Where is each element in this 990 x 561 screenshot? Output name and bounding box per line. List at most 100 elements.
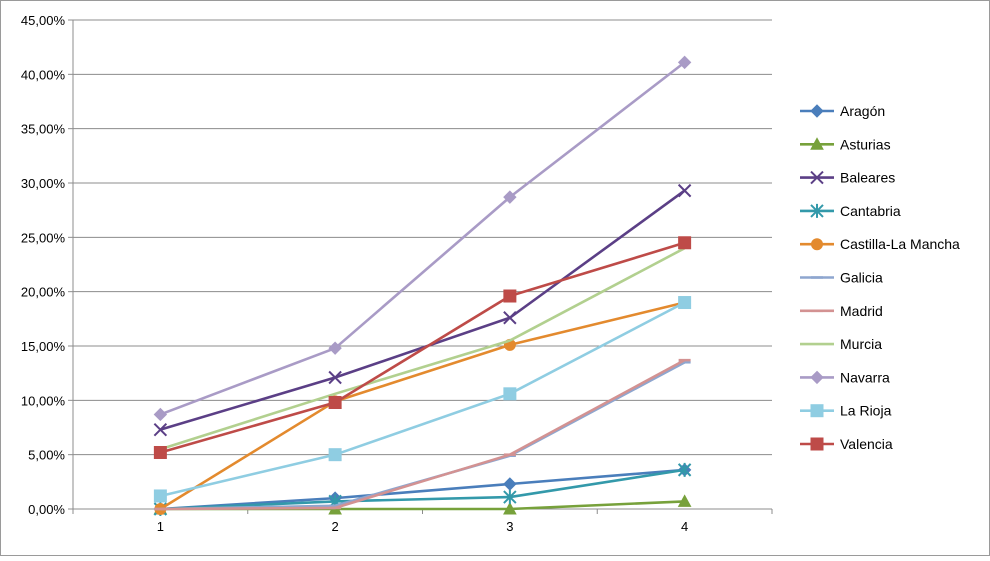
marker-shape [328, 396, 342, 410]
series-line-la-rioja [160, 301, 686, 498]
marker-shape [503, 490, 517, 505]
legend-item-baleares: Baleares [800, 170, 895, 186]
legend-marker [810, 437, 824, 451]
legend-marker [810, 104, 824, 118]
legend-label: Castilla-La Mancha [840, 236, 960, 252]
y-tick-label: 40,00% [21, 67, 66, 82]
marker-shape [677, 55, 692, 70]
legend-marker [811, 238, 823, 251]
gridlines [73, 19, 772, 456]
legend-item-castilla-la-mancha: Castilla-La Mancha [800, 236, 960, 252]
series-valencia [153, 236, 692, 459]
legend-label: La Rioja [840, 403, 892, 419]
legend-item-asturias: Asturias [800, 136, 891, 152]
series-line-valencia [160, 241, 686, 454]
data-point-navarra [153, 407, 168, 422]
legend-label: Aragón [840, 103, 885, 119]
data-point-valencia [503, 289, 517, 303]
legend-item-navarra: Navarra [800, 369, 890, 385]
x-tick-label: 3 [506, 519, 513, 534]
series-line-cantabria [160, 468, 685, 511]
marker-shape [678, 296, 692, 310]
series-line-navarra [159, 61, 686, 416]
series-line-castilla-la-mancha [159, 301, 685, 511]
marker-shape [810, 437, 824, 451]
data-point-la-rioja [678, 296, 692, 310]
marker-shape [503, 289, 517, 303]
series-line-baleares [160, 189, 686, 431]
legend-item-murcia: Murcia [800, 336, 882, 352]
series-madrid [154, 358, 691, 511]
y-axis-tick-labels: 0,00% 5,00% 10,00% 15,00% 20,00% 25,00% 30,00%… [21, 13, 66, 517]
series-navarra [153, 55, 692, 422]
series-line-aragon [160, 468, 685, 511]
data-point-navarra [677, 55, 692, 70]
data-point-cantabria [503, 490, 517, 505]
marker-shape [503, 477, 517, 491]
x-tick-label: 4 [681, 519, 688, 534]
legend-marker [810, 170, 824, 185]
y-tick-label: 45,00% [21, 13, 66, 28]
data-point-navarra [328, 341, 342, 355]
marker-shape [153, 407, 168, 422]
marker-shape [153, 489, 167, 503]
series-la-rioja [153, 296, 692, 503]
legend-item-valencia: Valencia [800, 436, 893, 452]
legend-label: Baleares [840, 170, 895, 186]
legend-marker [810, 370, 824, 385]
marker-shape [328, 370, 342, 385]
data-point-navarra [503, 190, 517, 204]
y-tick-label: 25,00% [21, 230, 66, 245]
y-tick-label: 30,00% [21, 176, 66, 191]
marker-shape [153, 445, 167, 459]
marker-shape [503, 501, 517, 515]
data-point-aragon [503, 477, 517, 491]
data-point-la-rioja [153, 489, 167, 503]
legend-label: Valencia [840, 436, 893, 452]
x-tick-label: 2 [332, 519, 339, 534]
legend-item-la-rioja: La Rioja [800, 403, 892, 419]
data-point-la-rioja [503, 387, 517, 401]
data-point-asturias [677, 494, 692, 507]
x-tick-label: 1 [157, 519, 164, 534]
series-lines [153, 55, 692, 516]
data-point-baleares [153, 422, 168, 437]
marker-shape [503, 387, 517, 401]
legend-marker [810, 404, 824, 418]
y-tick-label: 10,00% [21, 393, 66, 408]
marker-shape [677, 183, 692, 198]
y-tick-label: 5,00% [28, 448, 65, 463]
data-point-baleares [328, 370, 342, 385]
series-murcia [159, 247, 686, 451]
data-point-baleares [503, 311, 517, 325]
legend-label: Navarra [840, 369, 890, 385]
marker-shape [328, 448, 342, 462]
marker-shape [678, 236, 692, 250]
marker-shape [811, 238, 823, 251]
legend-item-galicia: Galicia [800, 270, 883, 286]
data-point-valencia [678, 236, 692, 250]
legend-label: Cantabria [840, 203, 901, 219]
marker-shape [677, 494, 692, 507]
legend-item-aragon: Aragón [800, 103, 885, 119]
legend: Aragón Asturias Baleares Cantabria Castilla-… [800, 103, 960, 452]
legend-label: Asturias [840, 136, 891, 152]
series-line-madrid [160, 358, 686, 511]
data-point-baleares [677, 183, 692, 198]
data-point-asturias [503, 501, 517, 515]
data-point-cantabria [677, 462, 692, 477]
marker-shape [503, 190, 517, 204]
data-point-valencia [328, 396, 342, 410]
marker-shape [677, 462, 692, 477]
legend-label: Galicia [840, 270, 883, 286]
data-point-valencia [153, 445, 167, 459]
legend-item-cantabria: Cantabria [800, 203, 901, 219]
marker-shape [810, 104, 824, 118]
y-tick-label: 15,00% [21, 339, 66, 354]
marker-shape [810, 370, 824, 385]
legend-label: Murcia [840, 336, 882, 352]
legend-label: Madrid [840, 303, 883, 319]
marker-shape [810, 137, 824, 150]
